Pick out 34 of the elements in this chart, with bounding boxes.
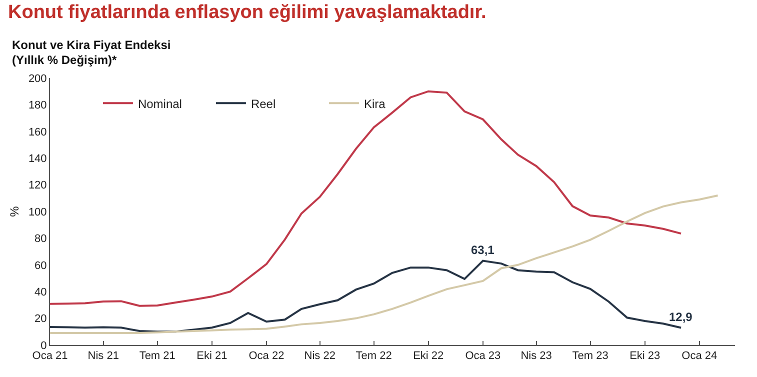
x-tick-label: Tem 23 <box>572 350 608 362</box>
annotation: 63,1 <box>471 243 495 257</box>
x-tick-label: Nis 22 <box>304 350 336 362</box>
x-tick-label: Tem 22 <box>356 350 392 362</box>
legend-label: Reel <box>250 96 276 111</box>
y-tick-label: 80 <box>34 233 47 246</box>
x-tick-label: Oca 22 <box>248 350 284 362</box>
legend-label: Nominal <box>138 96 182 111</box>
x-tick-label: Eki 23 <box>630 350 660 362</box>
y-tick-label: 140 <box>28 152 47 165</box>
y-tick-label: 100 <box>28 206 47 218</box>
chart-subtitle: Konut ve Kira Fiyat Endeksi (Yıllık % Değişim)* <box>12 38 171 68</box>
line-series <box>50 194 719 334</box>
y-tick-label: 20 <box>34 313 47 326</box>
y-tick-label: 40 <box>34 286 47 298</box>
y-tick-label: 0 <box>40 340 47 352</box>
y-tick-label: 200 <box>28 72 47 85</box>
x-tick-label: Nis 21 <box>88 350 119 362</box>
annotation: 12,9 <box>669 310 693 324</box>
x-tick-label: Eki 22 <box>413 350 444 362</box>
x-tick-label: Oca 24 <box>682 350 718 362</box>
chart-title: Konut fiyatlarında enflasyon eğilimi yavaşlamaktadır. <box>8 2 486 24</box>
y-tick-label: 180 <box>28 100 47 112</box>
y-axis-title: % <box>8 206 22 217</box>
x-tick-label: Oca 21 <box>32 350 68 362</box>
x-tick-label: Tem 21 <box>139 350 176 362</box>
y-tick-label: 160 <box>28 126 47 138</box>
x-tick-label: Nis 23 <box>520 350 552 362</box>
x-tick-label: Oca 23 <box>465 350 501 362</box>
y-tick-label: 120 <box>28 180 47 192</box>
line-series <box>50 90 682 307</box>
y-tick-label: 60 <box>34 260 47 272</box>
legend-label: Kira <box>364 96 386 111</box>
x-tick-label: Eki 21 <box>196 350 228 362</box>
